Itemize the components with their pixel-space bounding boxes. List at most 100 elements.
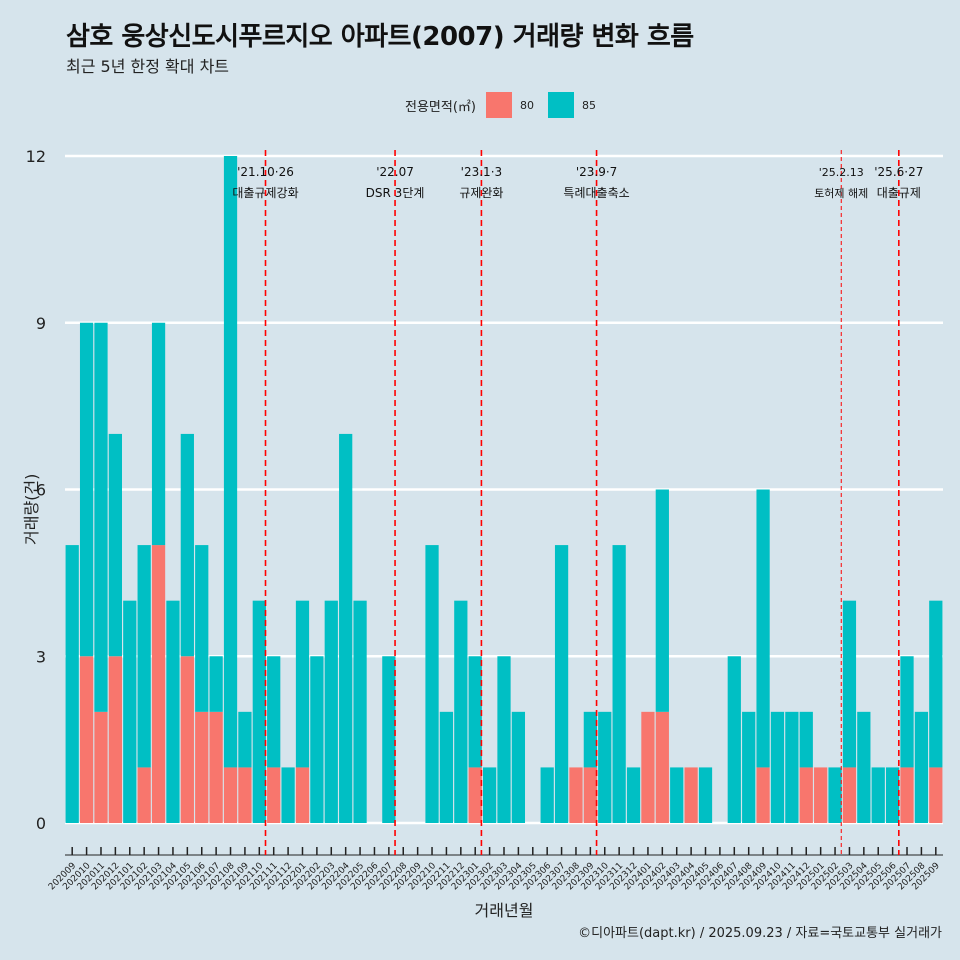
bar-80-202402 [655,711,669,823]
event-date: '25.2.13 [819,166,864,179]
bar-80-202509 [929,767,943,823]
bar-85-202312 [626,767,641,823]
event-label: 대출규제 [877,186,921,200]
bar-85-202307 [554,545,569,823]
bar-85-202012 [108,433,122,657]
bar-85-202207 [382,656,396,823]
bar-80-202106 [195,711,209,823]
bar-85-202112 [281,767,295,823]
bar-85-202309 [583,711,597,768]
bar-80-202501 [814,767,828,823]
bar-85-202111 [267,656,281,768]
legend-label-85: 85 [581,98,596,112]
legend-title: 전용면적(㎡) [405,99,476,115]
event-label: 규제완화 [459,186,503,200]
bar-80-202503 [842,767,857,823]
bar-85-202110 [252,600,266,823]
bar-85-202303 [497,656,511,823]
bar-80-202201 [295,767,310,823]
bar-85-202212 [454,600,468,823]
event-date: '23.9·7 [576,165,617,179]
y-tick-label: 12 [26,147,46,166]
bar-85-202210 [425,545,439,823]
bar-85-202009 [65,545,79,823]
bar-80-202107 [209,711,223,823]
bar-80-202109 [238,767,252,823]
bar-85-202412 [799,711,813,768]
event-date: '22.07 [376,165,414,179]
bar-85-202304 [511,711,526,823]
bar-85-202101 [123,600,137,823]
bar-80-202103 [151,545,166,823]
bar-80-202308 [569,767,583,823]
bar-85-202408 [742,711,756,823]
legend-key-80 [485,92,512,118]
event-label: 토허제 해제 [814,186,868,200]
bar-80-202011 [94,711,108,823]
bar-85-202504 [857,711,871,823]
bar-85-202103 [151,322,166,546]
bar-85-202507 [900,656,914,768]
y-tick-label: 6 [36,481,46,500]
event-date: '25.6·27 [874,165,923,179]
bar-80-202309 [583,767,597,823]
bar-85-202201 [295,600,310,768]
bar-85-202205 [353,600,367,823]
y-axis-label: 거래량(건) [22,473,41,545]
bar-85-202503 [842,600,857,768]
bar-85-202405 [698,767,713,823]
bar-85-202011 [94,322,108,712]
bar-85-202411 [785,711,799,823]
bar-85-202104 [166,600,180,823]
bar-80-202012 [108,656,122,823]
bar-80-202404 [684,767,698,823]
bar-85-202505 [871,767,885,823]
event-date: '21.10·26 [237,165,294,179]
bar-85-202107 [209,656,223,712]
bar-85-202203 [324,600,338,823]
bar-80-202102 [137,767,151,823]
bar-85-202301 [468,656,482,768]
legend-label-80: 80 [519,98,534,112]
bar-85-202102 [137,545,151,768]
bar-85-202508 [914,711,929,823]
bar-85-202402 [655,489,669,712]
x-axis-label: 거래년월 [474,901,534,920]
bar-85-202106 [195,545,209,712]
y-tick-label: 9 [36,314,46,333]
bar-80-202409 [756,767,770,823]
bar-85-202302 [482,767,497,823]
bar-85-202202 [310,656,324,823]
bar-85-202509 [929,600,943,768]
bar-85-202502 [828,767,842,823]
source-caption: ©디아파트(dapt.kr) / 2025.09.23 / 자료=국토교통부 실… [578,926,942,941]
event-label: 대출규제강화 [232,186,298,200]
event-label: DSR 3단계 [366,186,425,200]
bar-85-202403 [670,767,684,823]
chart-title: 삼호 웅상신도시푸르지오 아파트(2007) 거래량 변화 흐름 [66,22,694,52]
bar-85-202204 [339,433,353,823]
bar-85-202409 [756,489,770,768]
y-tick-label: 3 [36,647,46,666]
bar-80-202507 [900,767,914,823]
bar-85-202109 [238,711,252,768]
event-label: 특례대출축소 [563,186,629,200]
bar-85-202407 [727,656,741,823]
bar-85-202506 [886,767,900,823]
chart-subtitle: 최근 5년 한정 확대 차트 [66,57,230,76]
bar-85-202105 [180,433,194,657]
bar-85-202010 [79,322,94,657]
event-date: '23.1·3 [461,165,502,179]
y-tick-label: 0 [36,814,46,833]
legend-key-85 [547,92,574,118]
bar-85-202311 [612,545,626,823]
bar-80-202401 [641,711,655,823]
bar-80-202010 [79,656,94,823]
bar-85-202306 [540,767,554,823]
bar-85-202310 [598,711,612,823]
bar-85-202108 [223,156,238,768]
bar-80-202301 [468,767,482,823]
bar-80-202412 [799,767,813,823]
bar-80-202108 [223,767,238,823]
bar-80-202105 [180,656,194,823]
